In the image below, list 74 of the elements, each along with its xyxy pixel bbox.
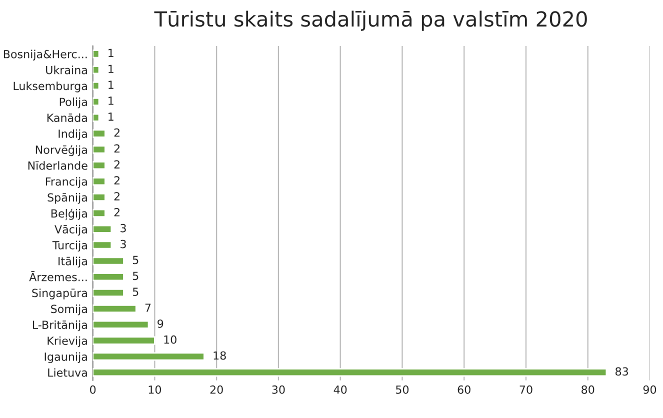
data-label: 2 xyxy=(114,176,120,184)
bar xyxy=(92,256,124,266)
x-tick-label: 80 xyxy=(582,385,594,394)
y-tick-label: Singapūra xyxy=(32,288,87,300)
y-tick-label: Ukraina xyxy=(46,66,87,74)
y-tick-label: Somija xyxy=(51,304,87,316)
x-tick-label: 50 xyxy=(396,385,409,394)
x-tick-label: 90 xyxy=(643,385,656,394)
data-label: 83 xyxy=(616,367,628,376)
data-label: 5 xyxy=(132,288,138,296)
bar xyxy=(92,161,106,170)
bar xyxy=(92,50,100,58)
data-label: 1 xyxy=(108,64,114,73)
data-label: 2 xyxy=(114,192,120,200)
y-tick-label: Polija xyxy=(60,97,87,108)
bar xyxy=(92,113,100,122)
x-tick-label: 70 xyxy=(520,385,532,394)
data-label: 18 xyxy=(214,351,226,360)
y-tick-label: Igaunija xyxy=(44,352,87,364)
data-label: 3 xyxy=(120,224,126,232)
bar xyxy=(92,272,124,282)
x-tick-label: 40 xyxy=(334,385,347,394)
y-tick-label: Ārzemes... xyxy=(29,271,87,282)
data-label: 5 xyxy=(132,272,138,280)
x-tick-label: 20 xyxy=(210,385,223,394)
bar xyxy=(92,177,106,186)
bar xyxy=(92,208,106,218)
data-label: 1 xyxy=(108,48,114,58)
y-tick-label: Spānija xyxy=(48,193,87,204)
data-label: 1 xyxy=(108,96,114,105)
y-tick-label: Bosnija&Herc... xyxy=(4,50,87,60)
y-tick-label: Norvēģija xyxy=(36,145,87,156)
bar xyxy=(92,240,112,250)
bar xyxy=(92,129,106,138)
y-tick-label: Itālija xyxy=(58,256,87,268)
x-tick-label: 0 xyxy=(90,385,96,394)
bar xyxy=(92,145,106,154)
bar xyxy=(92,82,100,90)
data-label: 7 xyxy=(145,304,151,312)
y-tick-label: Beļģija xyxy=(51,208,87,220)
y-tick-label: Nīderlande xyxy=(28,161,88,170)
data-label: 2 xyxy=(114,128,120,137)
bar xyxy=(92,368,608,377)
data-label: 2 xyxy=(114,144,120,153)
bar xyxy=(92,192,106,202)
y-tick-label: Turcija xyxy=(52,240,87,252)
bar xyxy=(92,304,137,313)
data-label: 10 xyxy=(164,335,176,344)
data-label: 9 xyxy=(158,319,164,328)
y-tick-label: Kanāda xyxy=(47,113,87,122)
bar xyxy=(92,352,205,361)
x-tick-label: 60 xyxy=(458,385,470,394)
data-label: 2 xyxy=(114,208,120,216)
data-label: 1 xyxy=(108,80,114,89)
y-tick-label: L-Britānija xyxy=(32,320,87,332)
bar xyxy=(92,224,112,234)
y-tick-label: Francija xyxy=(46,177,87,188)
data-label: 3 xyxy=(120,240,126,248)
bar xyxy=(92,97,100,106)
y-tick-label: Vācija xyxy=(54,224,87,236)
y-tick-label: Indija xyxy=(58,129,87,140)
data-label: 2 xyxy=(114,160,120,168)
x-tick-label: 10 xyxy=(148,385,162,394)
bar xyxy=(92,288,124,298)
y-tick-label: Luksemburga xyxy=(14,82,87,92)
chart-title: Tūristu skaits sadalījumā pa valstīm 2020 xyxy=(154,10,587,31)
bar xyxy=(92,66,100,74)
y-tick-label: Lietuva xyxy=(48,368,87,377)
data-label: 5 xyxy=(132,256,138,264)
y-tick-label: Krievija xyxy=(48,336,87,348)
data-label: 1 xyxy=(108,112,114,121)
bar xyxy=(92,336,156,345)
x-tick-label: 30 xyxy=(272,385,285,394)
bar xyxy=(92,320,150,329)
